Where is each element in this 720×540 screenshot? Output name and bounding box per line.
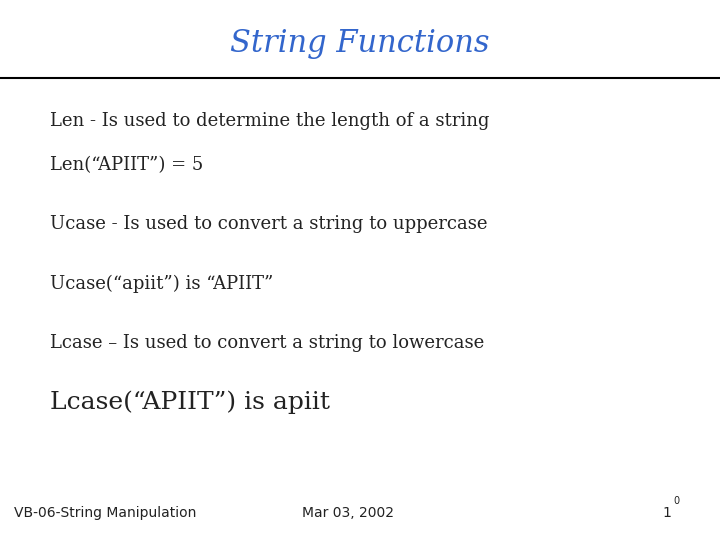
Text: Len(“APIIT”) = 5: Len(“APIIT”) = 5: [50, 156, 204, 174]
Text: VB-06-String Manipulation: VB-06-String Manipulation: [14, 506, 197, 520]
Text: String Functions: String Functions: [230, 28, 490, 59]
Text: Lcase(“APIIT”) is apiit: Lcase(“APIIT”) is apiit: [50, 390, 330, 414]
Text: 1: 1: [662, 506, 671, 520]
Text: 0: 0: [673, 496, 680, 506]
Text: Len - Is used to determine the length of a string: Len - Is used to determine the length of…: [50, 112, 490, 131]
Text: Mar 03, 2002: Mar 03, 2002: [302, 506, 395, 520]
Text: Lcase – Is used to convert a string to lowercase: Lcase – Is used to convert a string to l…: [50, 334, 485, 352]
Text: Ucase(“apiit”) is “APIIT”: Ucase(“apiit”) is “APIIT”: [50, 274, 274, 293]
Text: Ucase - Is used to convert a string to uppercase: Ucase - Is used to convert a string to u…: [50, 215, 488, 233]
